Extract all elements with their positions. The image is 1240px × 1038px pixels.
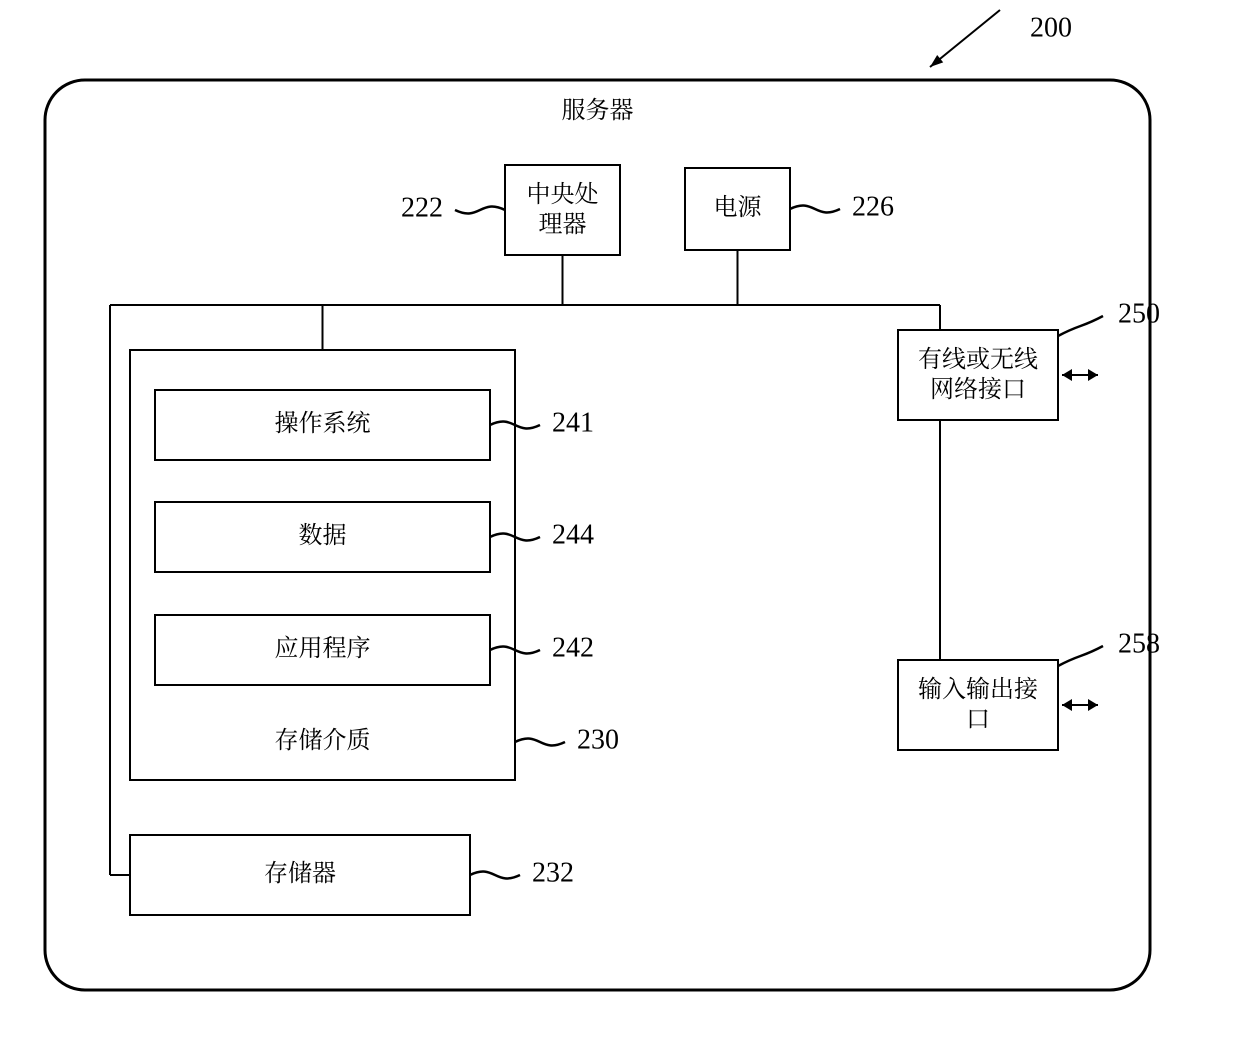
svg-text:操作系统: 操作系统 [275, 403, 371, 438]
num-244: 244 [552, 519, 594, 550]
svg-text:数据: 数据 [299, 515, 347, 550]
label-200: 200 [1030, 12, 1072, 43]
svg-text:电源: 电源 [714, 187, 763, 222]
svg-text:应用程序: 应用程序 [275, 628, 371, 663]
svg-text:口: 口 [966, 699, 990, 734]
svg-text:网络接口: 网络接口 [930, 369, 1026, 404]
storage-medium-label: 存储介质 [275, 720, 371, 755]
num-222: 222 [401, 192, 443, 223]
svg-text:存储器: 存储器 [264, 853, 336, 888]
server-title: 服务器 [562, 90, 634, 125]
svg-text:理器: 理器 [539, 204, 587, 239]
num-241: 241 [552, 407, 594, 438]
num-230: 230 [577, 724, 619, 755]
arrow-200 [930, 10, 1000, 67]
num-232: 232 [532, 857, 574, 888]
num-258: 258 [1118, 628, 1160, 659]
num-250: 250 [1118, 298, 1160, 329]
num-242: 242 [552, 632, 594, 663]
num-226: 226 [852, 191, 894, 222]
